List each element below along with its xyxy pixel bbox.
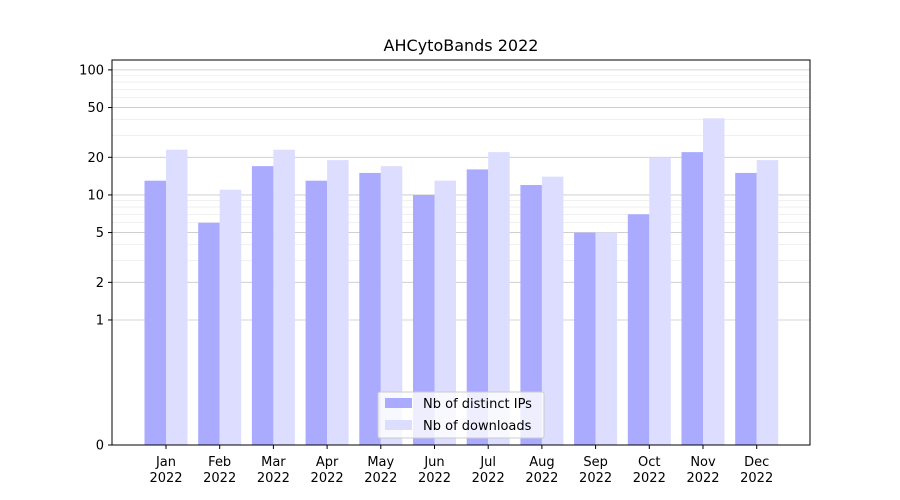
bar-distinct-ips [574, 232, 596, 445]
x-tick-label-year: 2022 [740, 471, 773, 486]
bar-downloads [273, 149, 295, 446]
x-tick-label-year: 2022 [472, 471, 505, 486]
y-tick-label: 0 [96, 439, 104, 454]
x-tick-label-month: Dec [744, 455, 769, 470]
x-tick-label-month: Oct [638, 455, 660, 470]
bar-downloads [380, 166, 403, 445]
x-tick-label-year: 2022 [311, 471, 344, 486]
y-tick-label: 50 [87, 101, 104, 116]
bar-distinct-ips [735, 172, 757, 445]
bar-downloads [219, 189, 242, 445]
bar-downloads [434, 180, 456, 445]
legend-label-downloads: Nb of downloads [423, 419, 532, 434]
legend-label-distinct-ips: Nb of distinct IPs [423, 397, 532, 412]
x-tick-label-year: 2022 [364, 471, 397, 486]
bar-downloads [649, 157, 671, 445]
bar-distinct-ips [466, 169, 489, 445]
x-tick-label-month: May [367, 455, 394, 470]
y-tick-label: 5 [96, 226, 104, 241]
x-tick-label-month: Jun [423, 455, 444, 470]
bar-distinct-ips [251, 166, 274, 445]
plot-area-frame [111, 59, 811, 446]
legend-swatch-downloads [385, 420, 412, 430]
chart-title: AHCytoBands 2022 [384, 36, 539, 55]
bar-distinct-ips [520, 185, 542, 445]
x-tick-label-month: Mar [261, 455, 286, 470]
x-tick-label-year: 2022 [686, 471, 719, 486]
y-tick-label: 20 [87, 151, 104, 166]
bar-downloads [541, 176, 564, 445]
y-axis: 0 1 2 5 10 20 50 100 [79, 63, 112, 454]
legend-swatch-distinct-ips [385, 398, 412, 408]
x-tick-label-month: Aug [529, 455, 554, 470]
bar-distinct-ips [198, 222, 220, 445]
bar-distinct-ips [305, 180, 328, 445]
bar-downloads [327, 160, 349, 445]
x-tick-label-year: 2022 [579, 471, 612, 486]
bar-downloads [595, 232, 618, 445]
bar-downloads [703, 118, 725, 445]
x-tick-label-year: 2022 [257, 471, 290, 486]
legend-box [377, 391, 545, 439]
x-tick-label-year: 2022 [633, 471, 666, 486]
bar-distinct-ips [144, 180, 166, 445]
bar-downloads [756, 160, 779, 445]
y-tick-label: 10 [87, 188, 104, 203]
x-tick-label-month: Sep [583, 455, 608, 470]
y-tick-label: 1 [96, 313, 104, 328]
bar-distinct-ips [359, 172, 381, 445]
x-tick-label-month: Jan [155, 455, 176, 470]
legend: Nb of distinct IPs Nb of downloads [377, 391, 545, 439]
x-tick-label-month: Jul [479, 455, 496, 470]
bar-distinct-ips [627, 214, 650, 445]
x-tick-label-month: Feb [208, 455, 231, 470]
x-tick-label-month: Apr [316, 455, 339, 470]
bars [144, 118, 779, 446]
x-tick-label-year: 2022 [525, 471, 558, 486]
x-tick-label-year: 2022 [203, 471, 236, 486]
y-tick-label: 2 [96, 276, 104, 291]
x-tick-label-month: Nov [690, 455, 716, 470]
x-axis: Jan2022Feb2022Mar2022Apr2022May2022Jun20… [149, 445, 773, 486]
bar-distinct-ips [681, 152, 703, 445]
bar-distinct-ips [413, 194, 435, 445]
bar-downloads [488, 152, 510, 445]
x-tick-label-year: 2022 [418, 471, 451, 486]
y-tick-label: 100 [79, 63, 104, 78]
x-tick-label-year: 2022 [149, 471, 182, 486]
bar-downloads [166, 149, 188, 446]
